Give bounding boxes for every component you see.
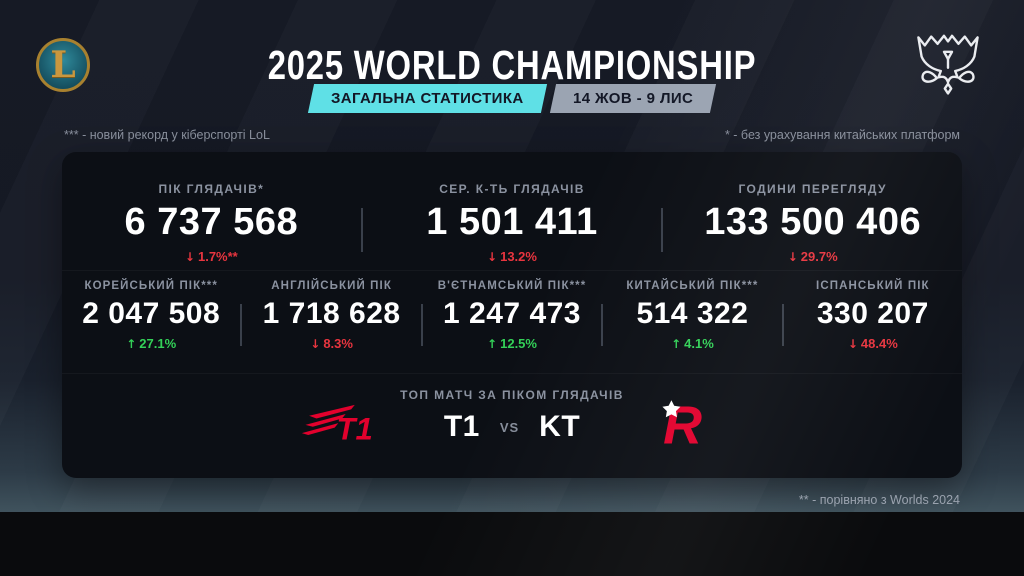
stats-type-badge: ЗАГАЛЬНА СТАТИСТИКА	[307, 84, 547, 113]
stats-type-badge-label: ЗАГАЛЬНА СТАТИСТИКА	[330, 90, 524, 107]
trend-arrow-icon: ↓	[787, 249, 798, 264]
t1-team-logo-icon: T1	[300, 398, 384, 450]
row-divider	[62, 270, 962, 271]
vertical-divider	[781, 304, 784, 346]
stats-panel: ПІК ГЛЯДАЧІВ* 6 737 568 ↓ 1.7%** СЕР. К-Т…	[62, 152, 962, 478]
kt-rolster-team-logo-icon: R	[656, 394, 722, 454]
footnote-comparison: ** - порівняно з Worlds 2024	[798, 493, 960, 507]
svg-text:R: R	[663, 396, 702, 454]
top-match-label: ТОП МАТЧ ЗА ПІКОМ ГЛЯДАЧІВ	[400, 388, 624, 402]
stat-avg-viewers: СЕР. К-ТЬ ГЛЯДАЧІВ 1 501 411 ↓ 13.2%	[426, 182, 598, 264]
language-stats-row: КОРЕЙСЬКИЙ ПІК*** 2 047 508 ↑ 27.1% АНГЛІ…	[62, 271, 962, 372]
worlds-trophy-icon	[908, 30, 988, 96]
trend-arrow-icon: ↑	[671, 336, 682, 351]
stat-vietnamese-peak: В'ЄТНАМСЬКИЙ ПІК*** 1 247 473 ↑ 12.5%	[437, 280, 587, 351]
date-range-badge-label: 14 ЖОВ - 9 ЛИС	[573, 90, 694, 107]
vertical-divider	[601, 304, 604, 346]
footnote-record: *** - новий рекорд у кіберспорті LoL	[64, 128, 270, 142]
team1-name: T1	[443, 410, 480, 443]
vertical-divider	[661, 208, 664, 252]
vertical-divider	[360, 208, 363, 252]
trend-arrow-icon: ↑	[487, 336, 498, 351]
trend-arrow-icon: ↓	[847, 336, 858, 351]
top-match-section: ТОП МАТЧ ЗА ПІКОМ ГЛЯДАЧІВ	[62, 386, 962, 404]
row-divider	[62, 373, 962, 374]
stat-korean-peak: КОРЕЙСЬКИЙ ПІК*** 2 047 508 ↑ 27.1%	[82, 280, 221, 351]
vs-label: VS	[499, 419, 520, 435]
stat-spanish-peak: ІСПАНСЬКИЙ ПІК 330 207 ↓ 48.4%	[816, 280, 930, 351]
stat-peak-viewers: ПІК ГЛЯДАЧІВ* 6 737 568 ↓ 1.7%**	[124, 182, 299, 264]
lol-logo-icon: L	[36, 38, 90, 92]
vertical-divider	[420, 304, 423, 346]
trend-arrow-icon: ↑	[126, 336, 137, 351]
trend-arrow-icon: ↓	[487, 249, 498, 264]
svg-text:T1: T1	[337, 412, 373, 447]
footer-bar: ESPORTS CHARTS Більше статистики на esch…	[0, 512, 1024, 576]
badge-row: ЗАГАЛЬНА СТАТИСТИКА 14 ЖОВ - 9 ЛИС	[0, 84, 1024, 113]
stat-hours-watched: ГОДИНИ ПЕРЕГЛЯДУ 133 500 406 ↓ 29.7%	[704, 182, 922, 264]
footnote-platforms: * - без урахування китайських платформ	[724, 128, 960, 142]
match-title: T1 VS KT	[62, 410, 962, 444]
trend-arrow-icon: ↓	[310, 336, 321, 351]
date-range-badge: 14 ЖОВ - 9 ЛИС	[550, 84, 717, 113]
page-title: 2025 WORLD CHAMPIONSHIP	[267, 42, 757, 88]
team2-name: KT	[539, 410, 581, 443]
primary-stats-row: ПІК ГЛЯДАЧІВ* 6 737 568 ↓ 1.7%** СЕР. К-Т…	[62, 152, 962, 270]
stat-chinese-peak: КИТАЙСЬКИЙ ПІК*** 514 322 ↑ 4.1%	[626, 280, 759, 351]
trend-arrow-icon: ↓	[184, 249, 195, 264]
stat-english-peak: АНГЛІЙСЬКИЙ ПІК 1 718 628 ↓ 8.3%	[262, 280, 401, 351]
vertical-divider	[240, 304, 243, 346]
